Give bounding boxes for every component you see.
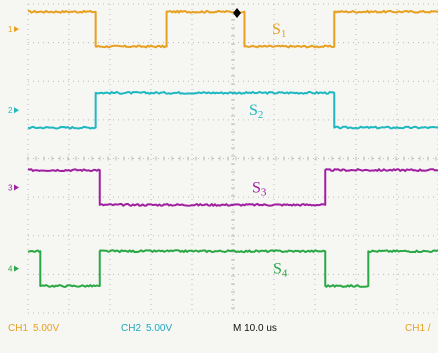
trace-s4 [27, 249, 438, 288]
trace-labels: S1 S2 S3 S4 [233, 8, 288, 280]
status-ch1-scale: 5.00V [33, 323, 59, 334]
channel-marker-number: 4 [8, 265, 13, 274]
status-ch2-scale: 5.00V [146, 323, 172, 334]
traces: 1 2 3 4 [8, 9, 438, 288]
trace-label-s4: S4 [273, 261, 288, 280]
channel-marker-1: 1 [8, 25, 19, 34]
channel-marker-3: 3 [8, 183, 19, 192]
grid [27, 3, 438, 314]
trace-s1 [27, 9, 438, 49]
trace-s2 [27, 90, 438, 130]
status-timebase: M 10.0 us [233, 323, 277, 334]
trigger-position-marker [233, 8, 241, 18]
trace-label-s2: S2 [249, 102, 263, 121]
trace-s3 [27, 168, 438, 207]
channel-marker-2: 2 [8, 106, 19, 115]
channel-marker-number: 1 [8, 25, 13, 34]
trace-label-s3: S3 [252, 179, 267, 198]
channel-marker-number: 2 [8, 106, 13, 115]
channel-marker-number: 3 [8, 183, 13, 192]
status-ch2: CH2 [121, 323, 141, 334]
trace-label-s1: S1 [272, 21, 286, 40]
channel-marker-arrow [14, 184, 19, 191]
status-bar: CH1 5.00V CH2 5.00V M 10.0 us CH1 / [8, 323, 431, 334]
channel-marker-4: 4 [8, 265, 19, 274]
channel-marker-arrow [14, 265, 19, 272]
channel-marker-arrow [14, 26, 19, 33]
status-trigger: CH1 / [405, 323, 431, 334]
channel-marker-arrow [14, 107, 19, 114]
status-ch1: CH1 [8, 323, 28, 334]
